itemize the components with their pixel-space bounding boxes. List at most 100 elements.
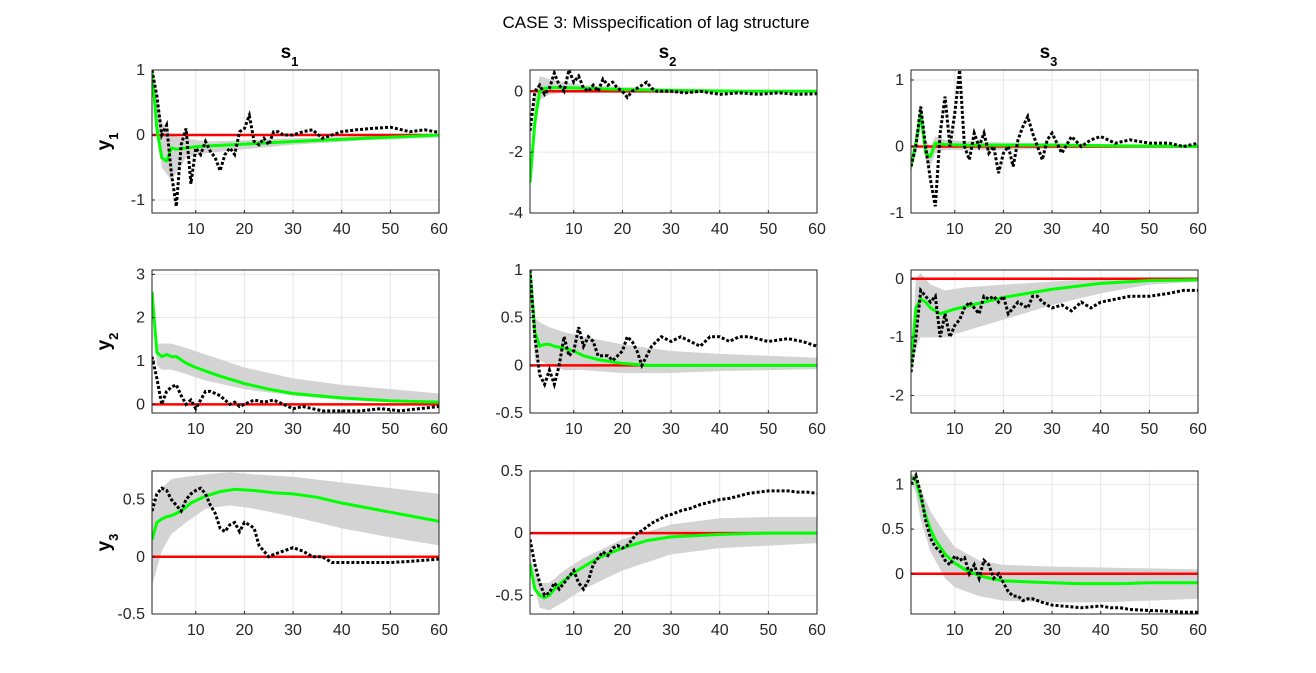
plot-series [152,472,439,586]
column-title-subscript: 2 [669,54,676,69]
x-tick-label: 40 [711,421,729,438]
y-tick-label: -1 [890,329,904,346]
median-response-line [911,475,1198,586]
x-tick-label: 40 [333,421,351,438]
y-tick-label: 0.5 [882,521,904,538]
plot-series [152,70,439,207]
x-tick-label: 10 [187,421,205,438]
x-tick-label: 10 [946,622,964,639]
x-tick-label: 10 [946,221,964,238]
x-tick-label: 20 [614,421,632,438]
axes-box [151,269,440,414]
credible-band [530,270,817,373]
y-tick-label: -1 [131,192,145,209]
x-tick-label: 60 [1189,622,1207,639]
credible-band [152,287,439,404]
x-tick-label: 20 [614,622,632,639]
median-response-line [152,70,439,163]
credible-band [530,517,817,611]
median-response-line [152,487,439,541]
y-tick-label: 0.5 [501,463,523,480]
x-tick-label: 30 [662,421,680,438]
y-tick-label: 3 [136,266,145,283]
estimated-response-line [911,286,1198,373]
y-tick-label: -4 [509,205,523,222]
median-response-line [530,270,817,367]
x-tick-label: 50 [1140,221,1158,238]
median-response-line [530,531,817,600]
panel-y3-s3: 10 20 30 40 50 60 0 0.5 1 [882,470,1207,639]
panel-y3-s1: 10 20 30 40 50 60 -0.5 0 0.5 [117,470,448,639]
y-tick-label: 0 [514,83,523,100]
x-tick-label: 40 [1092,221,1110,238]
y-tick-label: 0 [136,127,145,144]
panel-y1-s3: 10 20 30 40 50 60 -1 0 1 [890,69,1207,238]
y-tick-label: -2 [509,144,523,161]
x-tick-label: 50 [759,622,777,639]
x-tick-label: 30 [1043,622,1061,639]
x-tick-label: 50 [759,221,777,238]
x-tick-label: 10 [565,622,583,639]
median-response-line [911,111,1198,167]
x-tick-label: 30 [1043,221,1061,238]
x-tick-label: 60 [1189,421,1207,438]
x-tick-label: 50 [381,221,399,238]
x-tick-label: 30 [1043,421,1061,438]
y-tick-label: 0 [895,271,904,288]
estimated-response-line [530,489,817,598]
column-title-subscript: 1 [291,54,298,69]
x-tick-label: 40 [1092,421,1110,438]
x-tick-label: 40 [711,221,729,238]
y-tick-label: 0 [136,549,145,566]
x-tick-label: 60 [808,421,826,438]
y-tick-label: -2 [890,387,904,404]
axes-box [910,470,1199,615]
credible-band [152,472,439,586]
y-tick-label: 0 [895,566,904,583]
y-tick-label: 2 [136,310,145,327]
y-tick-label: 0 [895,138,904,155]
x-tick-label: 50 [1140,421,1158,438]
x-tick-label: 30 [662,221,680,238]
axes-box [151,69,440,214]
panel-y2-s2: 10 20 30 40 50 60 -0.5 0 0.5 1 [495,262,826,438]
x-tick-label: 60 [430,421,448,438]
x-tick-label: 50 [381,421,399,438]
y-tick-label: -0.5 [117,606,145,623]
x-tick-label: 20 [236,221,254,238]
estimated-response-line [530,70,817,132]
estimated-response-line [530,270,817,390]
figure-title: CASE 3: Misspecification of lag structur… [502,13,809,32]
x-tick-label: 60 [808,221,826,238]
x-tick-label: 20 [614,221,632,238]
x-tick-label: 20 [995,622,1013,639]
median-response-line [911,278,1198,367]
y-tick-label: -1 [890,205,904,222]
row-title-subscript: 1 [106,133,121,140]
axes-box [910,69,1199,214]
column-title-subscript: 3 [1050,54,1057,69]
y-tick-label: 1 [895,72,904,89]
y-tick-label: -0.5 [495,405,523,422]
x-tick-label: 60 [430,221,448,238]
x-tick-label: 30 [284,622,302,639]
plot-series [530,270,817,390]
plot-series [911,471,1198,614]
estimated-response-line [152,486,439,565]
estimated-response-line [911,471,1198,614]
x-tick-label: 30 [662,622,680,639]
plot-series [911,272,1198,373]
plot-series [530,70,817,186]
y-tick-label: 0 [514,357,523,374]
axes-box [529,470,818,615]
plot-series [152,287,439,413]
row-title-subscript: 3 [106,534,121,541]
x-tick-label: 30 [284,421,302,438]
y-tick-label: 0 [136,396,145,413]
panel-y3-s2: 10 20 30 40 50 60 -0.5 0 0.5 [495,463,826,639]
x-tick-label: 10 [187,622,205,639]
estimated-response-line [911,70,1198,207]
x-tick-label: 50 [1140,622,1158,639]
plot-series [530,489,817,611]
y-tick-label: 0.5 [123,492,145,509]
